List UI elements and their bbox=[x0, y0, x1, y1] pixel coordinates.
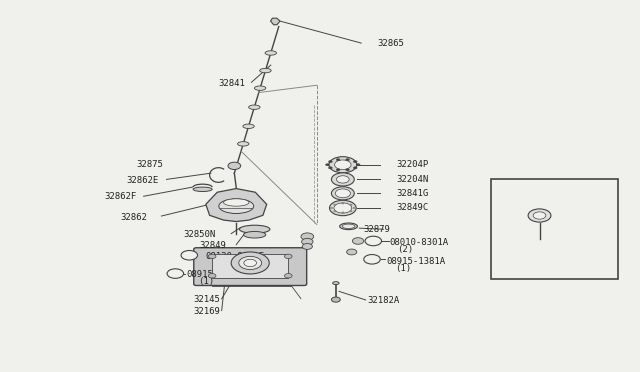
Circle shape bbox=[337, 176, 349, 183]
Circle shape bbox=[346, 158, 349, 161]
Circle shape bbox=[365, 236, 381, 246]
Ellipse shape bbox=[237, 142, 249, 146]
Circle shape bbox=[302, 244, 312, 249]
Text: 08010-8301A: 08010-8301A bbox=[390, 238, 449, 247]
Circle shape bbox=[209, 254, 216, 259]
Circle shape bbox=[533, 212, 546, 219]
Circle shape bbox=[239, 256, 262, 270]
Ellipse shape bbox=[260, 68, 271, 73]
Text: 32862: 32862 bbox=[120, 213, 147, 222]
Bar bbox=[492, 179, 618, 279]
Circle shape bbox=[353, 161, 357, 163]
Text: 32862F: 32862F bbox=[104, 192, 136, 202]
Text: 32879: 32879 bbox=[363, 225, 390, 234]
Bar bbox=[212, 254, 288, 278]
Circle shape bbox=[364, 254, 380, 264]
Circle shape bbox=[231, 252, 269, 274]
Text: (3): (3) bbox=[217, 259, 234, 267]
Circle shape bbox=[336, 169, 340, 171]
Circle shape bbox=[332, 297, 340, 302]
Circle shape bbox=[528, 209, 551, 222]
Ellipse shape bbox=[342, 224, 355, 228]
Text: W: W bbox=[173, 271, 177, 276]
Ellipse shape bbox=[333, 282, 339, 285]
Circle shape bbox=[353, 238, 364, 244]
Circle shape bbox=[244, 259, 257, 267]
Text: 32875: 32875 bbox=[136, 160, 163, 169]
Circle shape bbox=[284, 273, 292, 278]
Text: (1): (1) bbox=[198, 277, 214, 286]
Circle shape bbox=[167, 269, 184, 278]
Circle shape bbox=[347, 249, 356, 255]
Circle shape bbox=[342, 203, 344, 204]
Ellipse shape bbox=[223, 199, 249, 206]
Text: 32849C: 32849C bbox=[396, 203, 428, 212]
Text: 32850N: 32850N bbox=[184, 230, 216, 239]
FancyBboxPatch shape bbox=[194, 248, 307, 285]
Circle shape bbox=[301, 238, 313, 245]
Text: 32849: 32849 bbox=[200, 241, 227, 250]
Text: 32862E: 32862E bbox=[127, 176, 159, 185]
Circle shape bbox=[301, 233, 314, 240]
Circle shape bbox=[333, 211, 336, 212]
Text: W: W bbox=[370, 257, 374, 262]
Circle shape bbox=[333, 204, 336, 205]
Ellipse shape bbox=[219, 199, 253, 214]
Circle shape bbox=[334, 203, 352, 213]
Text: 32204N: 32204N bbox=[396, 175, 428, 184]
Text: 32204P: 32204P bbox=[396, 160, 428, 169]
Text: 32841: 32841 bbox=[218, 79, 245, 88]
Circle shape bbox=[332, 173, 355, 186]
Text: 32182A: 32182A bbox=[367, 296, 400, 305]
Circle shape bbox=[228, 162, 241, 170]
Ellipse shape bbox=[340, 223, 357, 230]
Text: 32865: 32865 bbox=[377, 39, 404, 48]
Ellipse shape bbox=[243, 124, 254, 128]
Text: 08915-1381A: 08915-1381A bbox=[387, 257, 445, 266]
Text: 32879: 32879 bbox=[509, 253, 536, 262]
Circle shape bbox=[335, 189, 351, 198]
Ellipse shape bbox=[244, 231, 266, 238]
Circle shape bbox=[330, 200, 356, 216]
Circle shape bbox=[349, 204, 352, 205]
Ellipse shape bbox=[193, 187, 212, 192]
Circle shape bbox=[332, 187, 355, 200]
Ellipse shape bbox=[248, 105, 260, 109]
Text: 32841G: 32841G bbox=[396, 189, 428, 198]
Circle shape bbox=[181, 250, 198, 260]
Circle shape bbox=[284, 254, 292, 259]
Circle shape bbox=[328, 161, 332, 163]
Text: (1): (1) bbox=[395, 264, 411, 273]
Ellipse shape bbox=[265, 51, 276, 55]
Text: 08120-8251E: 08120-8251E bbox=[206, 252, 265, 261]
Circle shape bbox=[336, 158, 340, 161]
Circle shape bbox=[349, 211, 352, 212]
Circle shape bbox=[329, 157, 356, 173]
Circle shape bbox=[353, 207, 355, 209]
Text: B: B bbox=[371, 238, 376, 244]
Ellipse shape bbox=[254, 86, 266, 90]
Circle shape bbox=[326, 164, 330, 166]
Circle shape bbox=[342, 212, 344, 213]
Circle shape bbox=[356, 164, 360, 166]
Polygon shape bbox=[271, 18, 280, 25]
Ellipse shape bbox=[239, 225, 270, 233]
Text: 08915-1381A: 08915-1381A bbox=[187, 270, 246, 279]
Circle shape bbox=[346, 169, 349, 171]
Polygon shape bbox=[206, 189, 267, 222]
Circle shape bbox=[335, 160, 351, 170]
Text: 32145: 32145 bbox=[193, 295, 220, 304]
Circle shape bbox=[209, 273, 216, 278]
Circle shape bbox=[328, 167, 332, 169]
Text: (2): (2) bbox=[397, 244, 413, 254]
Text: [0586-    ]: [0586- ] bbox=[497, 183, 552, 192]
Text: B: B bbox=[187, 252, 191, 258]
Circle shape bbox=[330, 207, 333, 209]
Text: 4328|09·4: 4328|09·4 bbox=[498, 270, 536, 278]
Text: 32169: 32169 bbox=[193, 307, 220, 316]
Circle shape bbox=[353, 167, 357, 169]
